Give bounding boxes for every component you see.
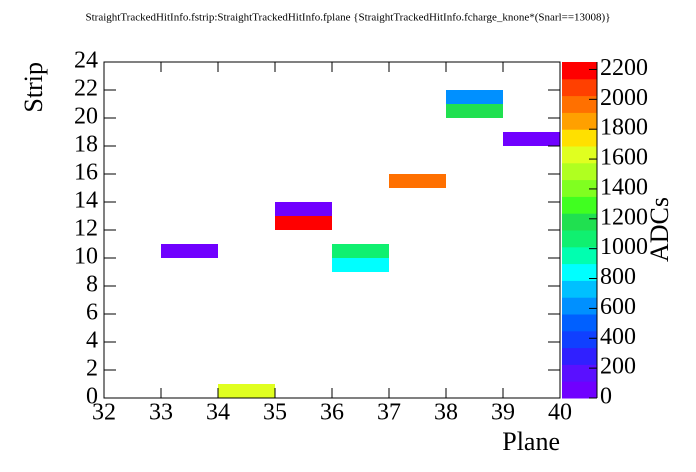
z-tick-label: 600 <box>600 294 636 320</box>
x-tick-label: 39 <box>491 400 515 426</box>
x-tick-label: 40 <box>548 400 572 426</box>
z-tick-label: 2200 <box>600 55 648 81</box>
heatmap-cell <box>275 216 332 230</box>
heatmap-cell <box>446 104 503 118</box>
z-tick-label: 1400 <box>600 174 648 200</box>
colorbar-band <box>562 112 597 130</box>
heatmap-cell <box>332 258 389 272</box>
z-tick-label: 1200 <box>600 204 648 230</box>
x-tick-label: 36 <box>320 400 344 426</box>
colorbar-band <box>562 95 597 113</box>
x-tick-label: 37 <box>377 400 401 426</box>
heatmap-cell <box>161 244 218 258</box>
heatmap-cell <box>275 202 332 216</box>
y-tick-label: 4 <box>86 328 98 354</box>
z-tick-label: 0 <box>600 384 612 410</box>
chart-title: StraightTrackedHitInfo.fstrip:StraightTr… <box>86 12 611 24</box>
colorbar-band <box>562 78 597 97</box>
colorbar-band <box>562 230 597 248</box>
y-tick-label: 12 <box>74 216 98 242</box>
z-tick-label: 2000 <box>600 85 648 111</box>
z-tick-label: 400 <box>600 324 636 350</box>
z-tick-label: 800 <box>600 264 636 290</box>
colorbar-band <box>562 330 597 349</box>
colorbar-band <box>562 62 597 80</box>
z-tick-label: 1000 <box>600 234 648 260</box>
z-axis-title: ADCs <box>645 197 674 262</box>
x-axis-title: Plane <box>502 427 560 456</box>
colorbar-band <box>562 280 597 298</box>
y-tick-label: 20 <box>74 104 98 130</box>
colorbar-band <box>562 129 597 147</box>
y-tick-label: 10 <box>74 244 98 270</box>
colorbar-band <box>562 146 597 164</box>
z-tick-label: 1600 <box>600 145 648 171</box>
heatmap-cell <box>218 384 275 398</box>
x-tick-label: 32 <box>92 400 116 426</box>
x-tick-label: 38 <box>434 400 458 426</box>
colorbar-band <box>562 213 597 231</box>
y-tick-label: 24 <box>74 48 98 74</box>
heatmap-cell <box>503 132 560 146</box>
colorbar-band <box>562 196 597 214</box>
x-tick-label: 35 <box>263 400 287 426</box>
y-tick-label: 0 <box>86 384 98 410</box>
x-tick-label: 33 <box>149 400 173 426</box>
y-tick-label: 16 <box>74 160 98 186</box>
heatmap-cell <box>389 174 446 188</box>
colorbar-band <box>562 246 597 265</box>
z-tick-label: 1800 <box>600 115 648 141</box>
colorbar-band <box>562 297 597 315</box>
y-tick-label: 2 <box>86 356 98 382</box>
y-tick-label: 6 <box>86 300 98 326</box>
y-axis-title: Strip <box>19 62 48 113</box>
y-tick-label: 8 <box>86 272 98 298</box>
colorbar-band <box>562 347 597 365</box>
y-tick-label: 22 <box>74 76 98 102</box>
heatmap-cell <box>446 90 503 104</box>
colorbar-band <box>562 179 597 197</box>
y-tick-label: 14 <box>74 188 98 214</box>
colorbar-band <box>562 364 597 382</box>
colorbar-band <box>562 381 597 399</box>
x-tick-label: 34 <box>206 400 230 426</box>
colorbar-band <box>562 314 597 332</box>
heatmap-cell <box>332 244 389 258</box>
z-tick-label: 200 <box>600 354 636 380</box>
y-tick-label: 18 <box>74 132 98 158</box>
colorbar-band <box>562 162 597 181</box>
colorbar-band <box>562 263 597 281</box>
